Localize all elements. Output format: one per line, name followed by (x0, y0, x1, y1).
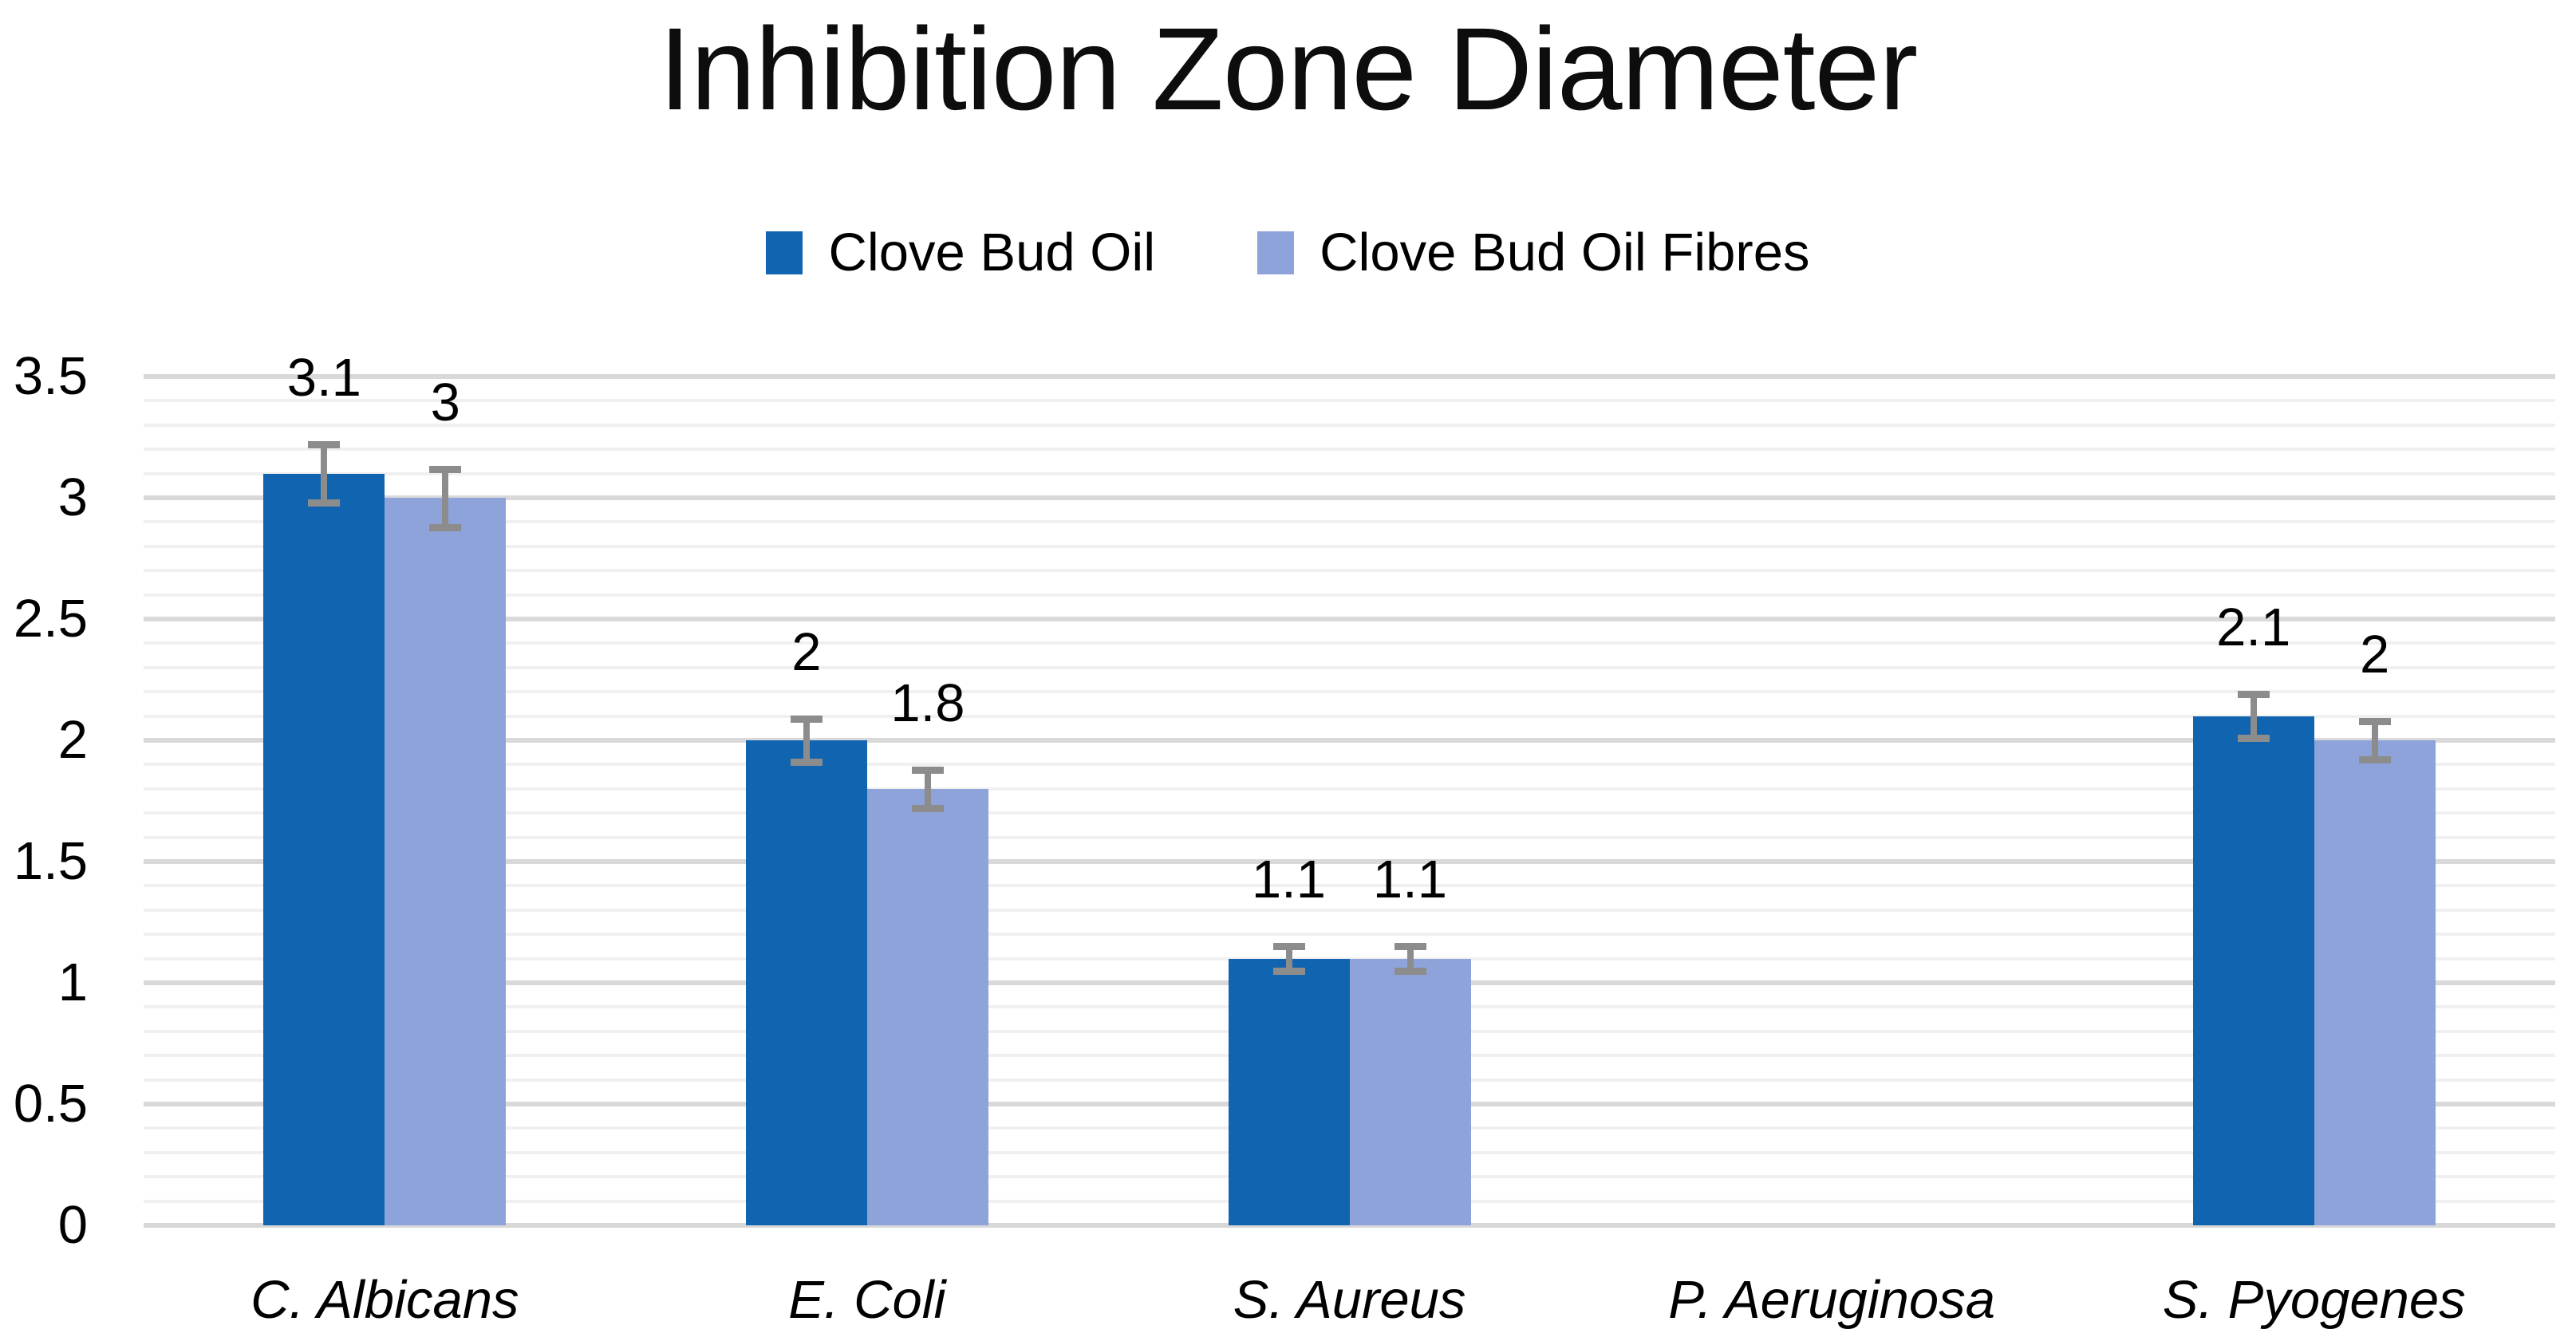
error-bar-cap (2237, 691, 2270, 699)
gridline-minor (144, 714, 2555, 718)
bar (263, 473, 385, 1225)
gridline-minor (144, 884, 2555, 888)
y-tick-label: 2 (57, 710, 88, 770)
legend-entry: Clove Bud Oil (766, 217, 1155, 289)
gridline-minor (144, 641, 2555, 645)
gridline-major (144, 859, 2555, 864)
error-bar-cap (429, 465, 462, 473)
y-tick-label: 0.5 (13, 1074, 88, 1134)
gridline-minor (144, 569, 2555, 573)
legend-label: Clove Bud Oil Fibres (1320, 223, 1810, 282)
legend-label: Clove Bud Oil (828, 223, 1156, 282)
gridline-minor (144, 665, 2555, 669)
bar (1349, 958, 1471, 1225)
data-label: 1.1 (1251, 850, 1327, 910)
error-bar-cap (1394, 967, 1426, 975)
error-bar-cap (1272, 943, 1305, 951)
error-bar-cap (790, 759, 823, 767)
data-label: 3 (430, 372, 460, 432)
error-bar-cap (2358, 756, 2391, 764)
gridline-minor (144, 835, 2555, 839)
error-bar (321, 444, 328, 503)
y-tick-label: 2.5 (13, 589, 88, 649)
gridline-minor (144, 471, 2555, 475)
error-bar-cap (308, 441, 341, 449)
category-label: P. Aeruginosa (1668, 1270, 1995, 1330)
bar (2192, 716, 2314, 1225)
error-bar-cap (2358, 717, 2391, 725)
gridline-major (144, 738, 2555, 743)
legend-entry: Clove Bud Oil Fibres (1257, 217, 1810, 289)
y-tick-label: 3 (57, 467, 88, 527)
chart-title: Inhibition Zone Diameter (658, 4, 1919, 135)
error-bar-cap (1394, 943, 1426, 951)
data-label: 1.8 (890, 672, 965, 733)
bar (2314, 740, 2436, 1225)
y-tick-label: 3.5 (13, 346, 88, 406)
error-bar (2250, 694, 2257, 738)
gridline-minor (144, 448, 2555, 452)
gridline-minor (144, 544, 2555, 548)
y-tick-label: 1 (57, 953, 88, 1012)
y-tick-label: 0 (57, 1195, 88, 1255)
error-bar-cap (790, 715, 823, 723)
data-label: 2 (791, 621, 822, 682)
error-bar-cap (308, 499, 341, 507)
error-bar-cap (911, 805, 944, 813)
gridline-minor (144, 908, 2555, 912)
gridline-minor (144, 593, 2555, 597)
category-label: S. Pyogenes (2162, 1270, 2466, 1330)
bar (745, 740, 867, 1225)
error-bar-cap (429, 523, 462, 531)
bar (1228, 958, 1350, 1225)
data-label: 3.1 (286, 348, 361, 408)
y-tick-label: 1.5 (13, 831, 88, 891)
error-bar (924, 769, 931, 809)
data-label: 2.1 (2216, 598, 2291, 658)
bar (866, 788, 988, 1225)
gridline-major (144, 374, 2555, 379)
error-bar (2371, 720, 2378, 760)
gridline-minor (144, 520, 2555, 524)
data-label: 1.1 (1372, 850, 1448, 910)
x-axis-line (144, 1223, 2555, 1228)
gridline-minor (144, 423, 2555, 427)
data-label: 2 (2360, 624, 2390, 684)
error-bar (1285, 946, 1292, 971)
error-bar-cap (911, 766, 944, 774)
gridline-minor (144, 811, 2555, 815)
gridline-minor (144, 787, 2555, 791)
category-label: C. Albicans (250, 1270, 519, 1330)
legend-swatch-icon (766, 231, 803, 274)
error-bar-cap (2237, 735, 2270, 742)
category-label: S. Aureus (1233, 1270, 1466, 1330)
error-bar (803, 718, 810, 763)
category-label: E. Coli (788, 1270, 946, 1330)
gridline-major (144, 617, 2555, 621)
error-bar (1406, 946, 1414, 971)
legend-swatch-icon (1257, 231, 1295, 274)
gridline-minor (144, 933, 2555, 937)
gridline-major (144, 495, 2555, 500)
error-bar-cap (1272, 967, 1305, 975)
bar (385, 498, 507, 1225)
gridline-minor (144, 763, 2555, 767)
legend: Clove Bud Oil Clove Bud Oil Fibres (0, 209, 2576, 297)
error-bar (442, 468, 449, 527)
gridline-minor (144, 399, 2555, 403)
gridline-minor (144, 690, 2555, 694)
